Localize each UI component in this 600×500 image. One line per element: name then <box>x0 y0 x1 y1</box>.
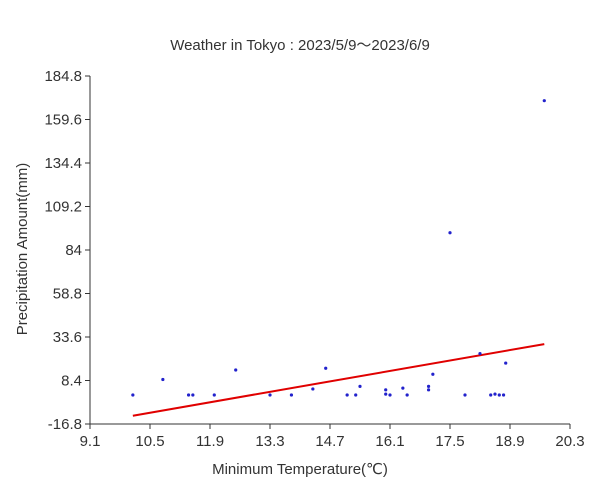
y-axis-label: Precipitation Amount(mm) <box>14 163 31 336</box>
scatter-point <box>234 368 238 372</box>
scatter-point <box>501 393 506 397</box>
scatter-point <box>131 393 135 397</box>
scatter-point <box>354 393 358 397</box>
scatter-point <box>212 393 216 397</box>
scatter-point <box>431 372 435 376</box>
scatter-point <box>405 393 409 397</box>
scatter-point <box>388 393 392 397</box>
scatter-point <box>358 384 362 388</box>
x-tick-label: 20.3 <box>555 433 584 450</box>
x-tick-label: 17.5 <box>435 433 464 450</box>
x-tick-label: 9.1 <box>80 433 101 450</box>
y-tick-label: 159.6 <box>44 112 82 129</box>
y-ticks: -16.8 8.4 33.6 58.8 84 109.2 134.4 159.6 184.8 <box>44 68 90 433</box>
x-tick-label: 14.7 <box>315 433 344 450</box>
scatter-point <box>324 366 328 370</box>
scatter-point <box>384 392 388 396</box>
x-ticks: 9.1 10.5 11.9 13.3 14.7 16.1 17.5 18.9 20.3 <box>80 424 585 450</box>
scatter-point <box>186 393 191 397</box>
y-tick-label: 109.2 <box>44 199 82 216</box>
y-tick-label: 134.4 <box>44 155 82 172</box>
scatter-point <box>311 387 315 391</box>
x-tick-label: 10.5 <box>135 433 164 450</box>
y-tick-label: -16.8 <box>48 416 82 433</box>
y-tick-label: 184.8 <box>44 68 82 85</box>
scatter-point <box>478 351 482 356</box>
scatter-point <box>268 393 272 397</box>
scatter-point <box>542 99 546 103</box>
scatter-point <box>504 361 508 365</box>
chart-title: Weather in Tokyo : 2023/5/9～2023/6/9 <box>170 37 430 54</box>
scatter-point <box>384 388 388 392</box>
y-tick-label: 33.6 <box>53 329 82 346</box>
y-tick-label: 58.8 <box>53 286 82 303</box>
x-axis-label: Minimum Temperature(℃) <box>212 461 388 478</box>
x-tick-label: 13.3 <box>255 433 284 450</box>
scatter-point <box>401 386 405 390</box>
trendline-group <box>132 343 545 417</box>
scatter-point <box>463 393 467 397</box>
scatter-point <box>161 377 165 382</box>
y-tick-label: 8.4 <box>61 373 82 390</box>
scatter-point <box>497 393 501 397</box>
x-tick-label: 18.9 <box>495 433 524 450</box>
x-tick-label: 16.1 <box>375 433 404 450</box>
scatter-point <box>191 393 195 397</box>
x-tick-label: 11.9 <box>196 433 224 450</box>
scatter-point <box>493 392 497 396</box>
scatter-point <box>345 393 349 397</box>
scatter-point <box>448 231 452 235</box>
scatter-point <box>426 388 431 392</box>
trendline <box>132 343 545 417</box>
scatter-point <box>426 384 431 388</box>
y-tick-label: 84 <box>65 242 82 259</box>
points-group <box>131 99 546 397</box>
scatter-point <box>289 393 294 397</box>
scatter-point <box>489 393 493 397</box>
